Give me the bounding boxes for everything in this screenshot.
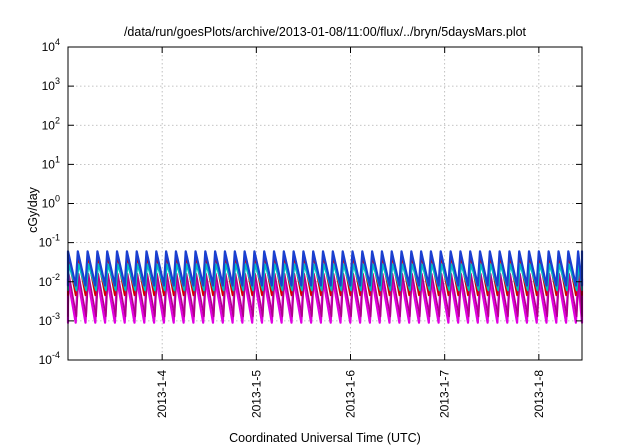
y-tick-label-exponent: 3 [55,76,60,86]
y-tick-label-exponent: -4 [52,350,60,360]
y-axis-label: cGy/day [26,186,40,233]
y-tick-label-exponent: 0 [55,194,60,204]
y-tick-label-base: 10 [39,353,53,367]
y-tick-label: 10-1 [39,233,60,250]
x-tick-label: 2013-1-4 [155,370,169,418]
x-tick-label: 2013-1-8 [532,370,546,418]
y-tick-label: 101 [42,154,60,171]
y-tick-label-base: 10 [42,197,56,211]
y-tick-label-exponent: 4 [55,37,60,47]
y-tick-label: 100 [42,194,60,211]
y-tick-label-base: 10 [42,118,56,132]
y-tick-label-exponent: -2 [52,272,60,282]
series-layer [66,250,584,324]
y-tick-label-exponent: -3 [52,311,60,321]
series-line [67,273,583,318]
y-tick-label-exponent: 1 [55,154,60,164]
y-tick-label-exponent: -1 [52,233,60,243]
y-tick-label-base: 10 [39,314,53,328]
y-tick-label-base: 10 [42,79,56,93]
y-tick-label: 103 [42,76,60,93]
y-tick-label: 10-2 [39,272,60,289]
x-tick-label: 2013-1-7 [438,370,452,418]
y-tick-label-base: 10 [39,275,53,289]
y-tick-label-base: 10 [42,157,56,171]
chart-title: /data/run/goesPlots/archive/2013-01-08/1… [124,25,527,39]
y-tick-label: 104 [42,37,60,54]
y-tick-label-exponent: 2 [55,115,60,125]
x-tick-label: 2013-1-6 [344,370,358,418]
x-axis: 2013-1-4 2013-1-5 2013-1-6 2013-1-7 2013-1-8 [155,47,546,418]
y-tick-label: 10-3 [39,311,60,328]
y-tick-label-base: 10 [39,236,53,250]
y-tick-label-base: 10 [42,40,56,54]
x-tick-label: 2013-1-5 [249,370,263,418]
y-tick-label: 10-4 [39,350,60,367]
y-tick-label: 102 [42,115,60,132]
x-axis-label: Coordinated Universal Time (UTC) [229,431,421,445]
series-line [66,250,584,287]
series-line [66,277,584,324]
